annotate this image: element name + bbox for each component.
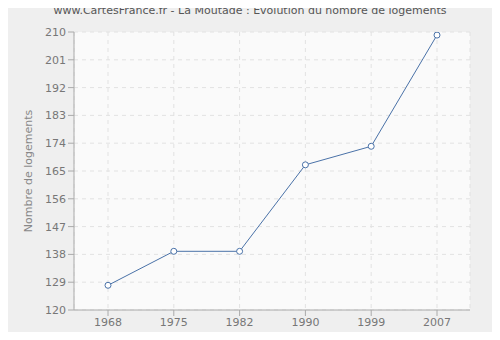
svg-text:1968: 1968	[94, 316, 122, 329]
svg-text:192: 192	[45, 82, 66, 95]
svg-text:1975: 1975	[160, 316, 188, 329]
svg-text:183: 183	[45, 109, 66, 122]
svg-text:2007: 2007	[423, 316, 451, 329]
svg-text:138: 138	[45, 248, 66, 261]
svg-text:129: 129	[45, 276, 66, 289]
svg-text:1982: 1982	[226, 316, 254, 329]
svg-text:1999: 1999	[357, 316, 385, 329]
svg-text:Nombre de logements: Nombre de logements	[22, 109, 35, 232]
svg-text:1990: 1990	[291, 316, 319, 329]
svg-text:156: 156	[45, 193, 66, 206]
html-text:www.CartesFrance.fr - La Mouta: www.CartesFrance.fr - La Moutade : Evolu…	[53, 4, 447, 17]
svg-text:201: 201	[45, 54, 66, 67]
svg-text:147: 147	[45, 221, 66, 234]
svg-text:174: 174	[45, 137, 66, 150]
svg-text:120: 120	[45, 304, 66, 317]
svg-text:210: 210	[45, 26, 66, 39]
svg-text:165: 165	[45, 165, 66, 178]
